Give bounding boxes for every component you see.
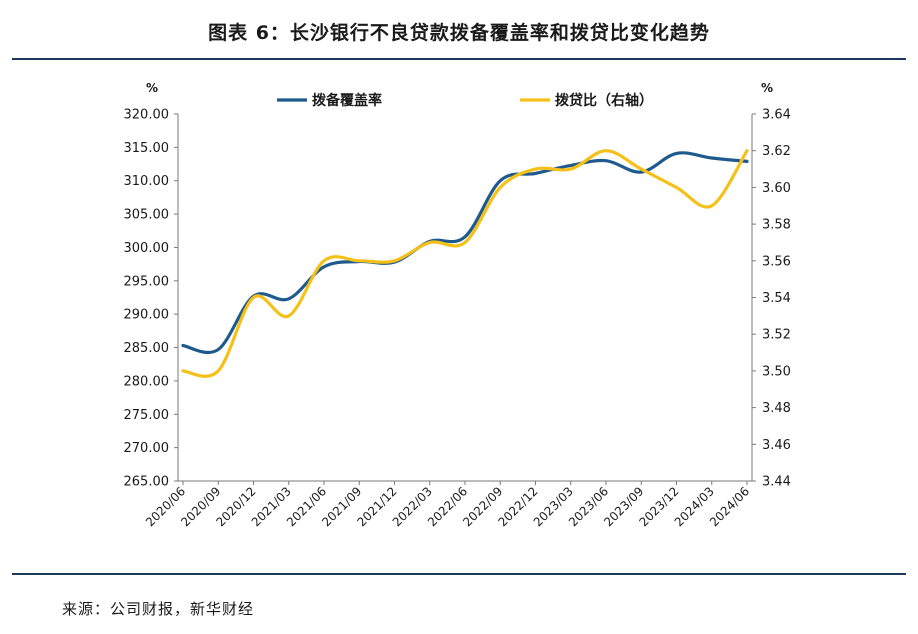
- left-tick-label: 285.00: [124, 341, 170, 356]
- series-line-1: [181, 149, 749, 378]
- left-axis-unit: %: [146, 81, 158, 95]
- chart-legend: 拨备覆盖率 拨贷比（右轴）: [277, 92, 653, 109]
- left-tick-label: 300.00: [124, 241, 170, 256]
- left-tick-label: 310.00: [124, 174, 170, 189]
- left-tick-label: 275.00: [124, 408, 170, 423]
- legend-label-0: 拨备覆盖率: [312, 92, 382, 109]
- right-tick-label: 3.46: [762, 438, 791, 453]
- right-tick-label: 3.56: [762, 254, 791, 269]
- chart-title: 图表 6：长沙银行不良贷款拨备覆盖率和拨贷比变化趋势: [208, 22, 710, 44]
- right-tick-label: 3.48: [762, 401, 791, 416]
- legend-label-1: 拨贷比（右轴）: [555, 92, 653, 109]
- chart-series: [181, 149, 749, 378]
- top-rule: [12, 58, 906, 60]
- chart-svg: 265.00 270.00 275.00 280.00 285.00 290.00 295.…: [124, 81, 791, 529]
- left-tick-label: 270.00: [124, 441, 170, 456]
- right-tick-label: 3.60: [762, 181, 791, 196]
- chart-axes: 265.00 270.00 275.00 280.00 285.00 290.00 295.…: [124, 81, 791, 529]
- series-line-0: [181, 151, 749, 355]
- right-tick-label: 3.62: [762, 144, 791, 159]
- bottom-rule: [12, 573, 906, 575]
- left-tick-label: 315.00: [124, 141, 170, 156]
- left-tick-label: 305.00: [124, 208, 170, 223]
- right-tick-label: 3.54: [762, 291, 791, 306]
- left-tick-label: 320.00: [124, 108, 170, 123]
- left-tick-label: 290.00: [124, 308, 170, 323]
- source-note: 来源：公司财报，新华财经: [62, 600, 255, 618]
- left-tick-label: 280.00: [124, 374, 170, 389]
- right-tick-label: 3.52: [762, 328, 791, 343]
- left-tick-label: 265.00: [124, 475, 170, 490]
- right-tick-label: 3.50: [762, 364, 791, 379]
- left-tick-label: 295.00: [124, 274, 170, 289]
- right-tick-label: 3.44: [762, 475, 791, 490]
- right-axis-unit: %: [761, 81, 773, 95]
- right-tick-label: 3.64: [762, 108, 791, 123]
- right-tick-label: 3.58: [762, 218, 791, 233]
